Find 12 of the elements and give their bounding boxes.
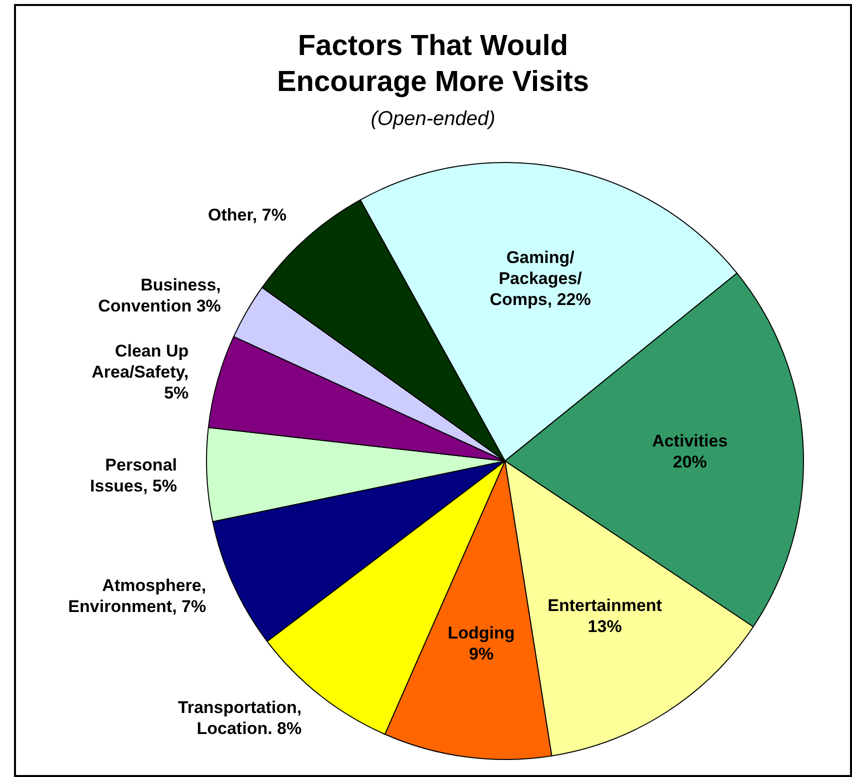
slice-label: Personal Issues, 5% — [90, 455, 177, 496]
slice-label: Gaming/ Packages/ Comps, 22% — [490, 248, 591, 310]
slice-label: Activities 20% — [652, 432, 728, 472]
chart-subtitle: (Open-ended) — [370, 108, 496, 131]
slice-label: Clean Up Area/Safety, 5% — [92, 342, 189, 403]
slice-label: Entertainment 13% — [548, 596, 662, 636]
slice-label: Atmosphere, Environment, 7% — [68, 576, 206, 616]
chart-title: Factors That Would Encourage More Visits — [276, 29, 590, 100]
slice-label: Lodging 9% — [448, 624, 515, 664]
slice-label: Transportation, Location. 8% — [178, 698, 302, 738]
slice-label: Other, 7% — [208, 206, 286, 225]
slice-label: Business, Convention 3% — [98, 276, 221, 316]
